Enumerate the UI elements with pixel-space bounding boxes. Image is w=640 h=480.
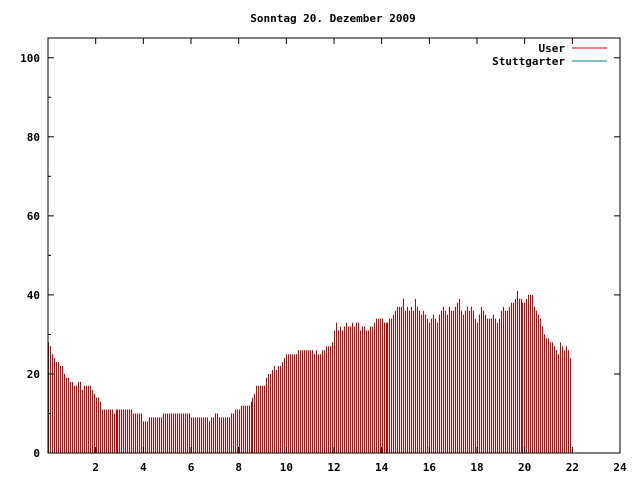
x-tick-label: 18 bbox=[470, 461, 483, 474]
x-tick-label: 14 bbox=[375, 461, 389, 474]
x-tick-label: 20 bbox=[518, 461, 531, 474]
x-tick-label: 24 bbox=[613, 461, 627, 474]
legend-label-stuttgarter: Stuttgarter bbox=[492, 55, 565, 68]
y-tick-label: 60 bbox=[27, 210, 40, 223]
x-tick-label: 8 bbox=[235, 461, 242, 474]
x-tick-label: 4 bbox=[140, 461, 147, 474]
x-tick-label: 22 bbox=[566, 461, 579, 474]
y-axis: 0 20 40 60 80 100 bbox=[20, 52, 620, 460]
legend: User Stuttgarter bbox=[492, 42, 607, 68]
x-tick-label: 2 bbox=[92, 461, 99, 474]
x-tick-label: 6 bbox=[188, 461, 195, 474]
legend-label-user: User bbox=[539, 42, 566, 55]
x-tick-label: 10 bbox=[280, 461, 293, 474]
x-axis: 2 4 6 8 10 12 14 16 18 20 22 24 bbox=[92, 38, 627, 474]
y-tick-label: 80 bbox=[27, 131, 40, 144]
y-tick-label: 0 bbox=[33, 447, 40, 460]
y-tick-label: 20 bbox=[27, 368, 40, 381]
x-tick-label: 16 bbox=[423, 461, 437, 474]
x-tick-label: 12 bbox=[327, 461, 340, 474]
y-tick-label: 40 bbox=[27, 289, 40, 302]
chart-title: Sonntag 20. Dezember 2009 bbox=[250, 12, 416, 25]
y-tick-label: 100 bbox=[20, 52, 40, 65]
bars-group bbox=[48, 290, 571, 453]
